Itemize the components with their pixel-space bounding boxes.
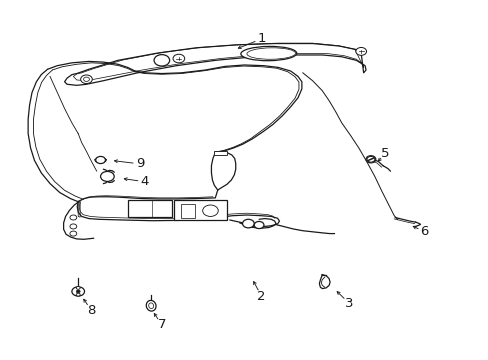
Text: 7: 7 — [157, 318, 166, 331]
Circle shape — [366, 157, 374, 162]
Bar — [214, 152, 226, 155]
Text: 9: 9 — [136, 157, 144, 170]
Circle shape — [70, 215, 77, 220]
Circle shape — [173, 54, 184, 63]
Ellipse shape — [148, 303, 153, 309]
Circle shape — [70, 224, 77, 229]
Text: 6: 6 — [419, 225, 427, 238]
Circle shape — [70, 231, 77, 236]
Circle shape — [202, 205, 218, 216]
Circle shape — [242, 219, 254, 228]
Circle shape — [355, 48, 366, 55]
Circle shape — [72, 287, 84, 296]
Circle shape — [76, 287, 80, 289]
Bar — [174, 200, 227, 220]
Ellipse shape — [246, 48, 295, 59]
Text: 1: 1 — [257, 32, 265, 45]
Text: 2: 2 — [257, 289, 265, 303]
Circle shape — [76, 293, 80, 296]
Ellipse shape — [241, 46, 296, 61]
Circle shape — [83, 77, 89, 81]
Text: 4: 4 — [141, 175, 149, 188]
Circle shape — [366, 156, 375, 163]
Circle shape — [76, 290, 80, 293]
Text: 8: 8 — [87, 304, 95, 317]
Text: 5: 5 — [381, 147, 389, 160]
Ellipse shape — [146, 300, 156, 311]
Bar — [181, 203, 195, 218]
Text: 3: 3 — [344, 297, 352, 310]
Bar — [127, 200, 171, 217]
Circle shape — [101, 171, 114, 181]
Circle shape — [254, 221, 264, 229]
Circle shape — [81, 75, 92, 84]
Circle shape — [154, 55, 169, 66]
Circle shape — [96, 157, 105, 163]
